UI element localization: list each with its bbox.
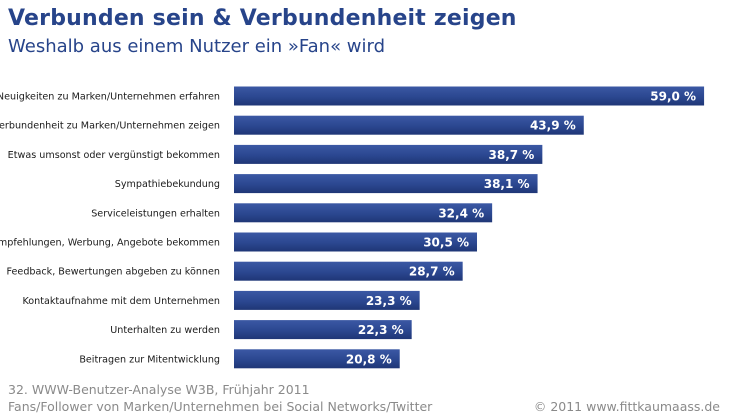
chart-subtitle: Weshalb aus einem Nutzer ein »Fan« wird [8,36,386,57]
value-label: 43,9 % [530,119,576,133]
category-label: Unterhalten zu werden [110,325,220,336]
value-label: 23,3 % [366,294,412,308]
category-label: Etwas umsonst oder vergünstigt bekommen [8,150,220,161]
category-label: Empfehlungen, Werbung, Angebote bekommen [0,238,220,249]
source-line-2: Fans/Follower von Marken/Unternehmen bei… [8,399,433,414]
bar [234,232,478,252]
category-label: Verbundenheit zu Marken/Unternehmen zeig… [0,121,220,132]
chart-title: Verbunden sein & Verbundenheit zeigen [8,6,517,31]
bar [234,115,584,135]
bar [234,203,493,223]
category-label: Kontaktaufnahme mit dem Unternehmen [22,296,220,307]
value-label: 30,5 % [423,236,469,250]
bar [234,144,543,164]
source-line-1: 32. WWW-Benutzer-Analyse W3B, Frühjahr 2… [8,382,310,397]
value-label: 38,7 % [489,148,535,162]
copyright: © 2011 www.fittkaumaass.de [533,399,720,414]
category-label: Neuigkeiten zu Marken/Unternehmen erfahr… [0,92,220,103]
value-label: 22,3 % [358,323,404,337]
bar [234,349,400,369]
category-label: Feedback, Bewertungen abgeben zu können [7,267,220,278]
category-label: Sympathiebekundung [115,179,220,190]
value-label: 59,0 % [650,90,696,104]
source-note: 32. WWW-Benutzer-Analyse W3B, Frühjahr 2… [8,381,432,415]
value-label: 38,1 % [484,177,530,191]
category-label: Beitragen zur Mitentwicklung [79,354,220,365]
value-label: 32,4 % [438,206,484,220]
bar [234,290,420,310]
category-label: Serviceleistungen erhalten [91,208,220,219]
bar [234,320,412,340]
value-label: 28,7 % [409,265,455,279]
bar [234,86,705,106]
bar [234,261,463,281]
bar [234,174,538,194]
value-label: 20,8 % [346,352,392,366]
